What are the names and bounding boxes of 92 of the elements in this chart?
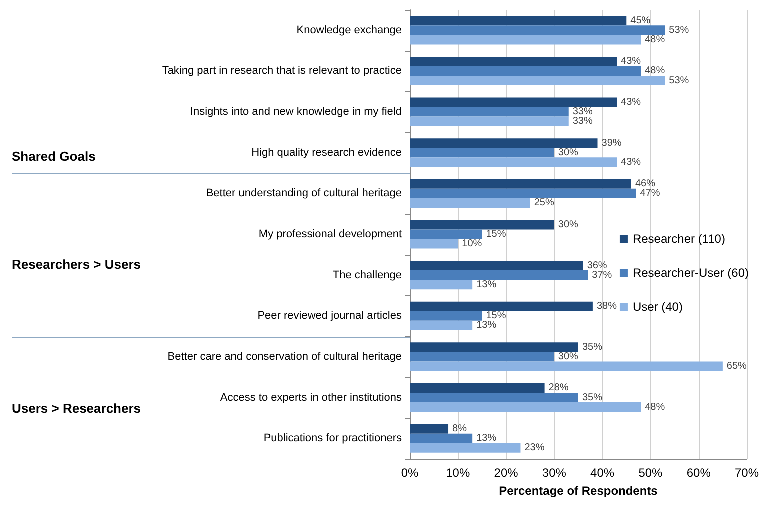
data-label: 38% xyxy=(596,301,618,312)
bar xyxy=(410,220,554,230)
bar xyxy=(410,393,578,403)
bar xyxy=(410,402,642,412)
data-label: 43% xyxy=(621,97,642,108)
data-label: 65% xyxy=(726,360,748,372)
x-tick-label: 10% xyxy=(446,466,470,480)
bar xyxy=(410,362,723,372)
x-tick-label: 40% xyxy=(590,466,615,480)
bar xyxy=(410,56,618,66)
data-label: 43% xyxy=(621,156,642,168)
data-label: 36% xyxy=(587,260,608,272)
bar xyxy=(410,239,458,249)
data-label: 53% xyxy=(669,75,690,86)
data-label: 10% xyxy=(462,238,482,250)
x-tick-label: 30% xyxy=(542,466,567,480)
bar xyxy=(410,261,584,271)
bar xyxy=(410,26,666,36)
data-label: 30% xyxy=(558,219,579,230)
data-label: 28% xyxy=(548,382,569,394)
data-label: 39% xyxy=(602,138,622,149)
bar xyxy=(410,230,482,240)
data-label: 45% xyxy=(630,15,651,26)
y-tick-label: Taking part in research that is relevant to practice xyxy=(162,65,402,78)
legend-label: Researcher (110) xyxy=(632,232,726,246)
data-label: 30% xyxy=(558,147,579,158)
bar xyxy=(410,383,545,394)
bar xyxy=(410,138,598,148)
data-label: 23% xyxy=(524,442,545,454)
bar xyxy=(410,320,473,330)
y-tick-label: Publications for practitioners xyxy=(264,432,402,445)
data-label: 46% xyxy=(635,178,656,190)
data-label: 48% xyxy=(645,66,666,77)
data-label: 33% xyxy=(572,116,593,128)
bar xyxy=(410,434,473,444)
y-tick-label: Better understanding of cultural heritage xyxy=(206,188,402,200)
bar xyxy=(410,116,569,126)
bar xyxy=(410,35,642,45)
text: Shared Goals xyxy=(12,149,96,164)
data-label: 15% xyxy=(486,310,506,322)
bar xyxy=(410,66,642,76)
x-axis-title: Percentage of Respondents xyxy=(499,484,658,498)
bar xyxy=(410,311,482,321)
data-label: 8% xyxy=(452,424,468,435)
data-label: 13% xyxy=(476,279,497,290)
data-label: 53% xyxy=(669,24,690,36)
data-label: 33% xyxy=(572,106,593,118)
data-label: 47% xyxy=(640,188,660,200)
bar xyxy=(410,158,618,168)
x-tick-label: 50% xyxy=(638,466,664,480)
bar xyxy=(410,179,632,189)
data-label: 13% xyxy=(476,320,497,332)
data-label: 15% xyxy=(486,229,506,240)
bar xyxy=(410,270,588,280)
y-tick-label: High quality research evidence xyxy=(252,146,402,159)
bar xyxy=(410,16,627,26)
text: Researchers > Users xyxy=(12,257,142,272)
x-tick-label: 20% xyxy=(494,466,519,480)
y-tick-label: Peer reviewed journal articles xyxy=(258,310,402,322)
y-tick-label: Knowledge exchange xyxy=(296,24,402,36)
bar xyxy=(410,107,569,117)
data-label: 25% xyxy=(534,198,554,209)
x-tick-label: 0% xyxy=(401,466,419,480)
data-label: 35% xyxy=(582,392,603,404)
y-tick-label: Better care and conservation of cultural heritage xyxy=(168,350,402,363)
bar xyxy=(410,188,636,198)
bar xyxy=(410,342,578,352)
data-label: 30% xyxy=(558,351,579,362)
bar xyxy=(410,280,473,290)
bar xyxy=(410,198,530,208)
x-tick-label: 60% xyxy=(686,466,712,480)
bar xyxy=(410,424,449,434)
y-tick-label: Access to experts in other institutions xyxy=(220,392,402,404)
bar xyxy=(410,352,554,362)
bar xyxy=(410,148,554,158)
y-tick-label: Insights into and new knowledge in my field xyxy=(190,106,402,118)
y-tick-label: The challenge xyxy=(332,269,402,282)
data-label: 13% xyxy=(476,433,497,444)
legend-label: User (40) xyxy=(632,300,683,314)
data-label: 43% xyxy=(621,56,642,68)
bar xyxy=(410,98,618,108)
data-label: 48% xyxy=(645,402,666,413)
data-label: 48% xyxy=(645,34,666,46)
data-label: 37% xyxy=(592,270,612,281)
text: Users > Researchers xyxy=(12,401,142,416)
bar xyxy=(410,302,593,312)
data-label: 35% xyxy=(582,342,603,353)
x-tick-label: 70% xyxy=(734,466,760,480)
legend-label: Researcher-User (60) xyxy=(632,266,750,280)
bar xyxy=(410,76,666,86)
bar xyxy=(410,443,521,453)
y-tick-label: My professional development xyxy=(258,228,402,240)
